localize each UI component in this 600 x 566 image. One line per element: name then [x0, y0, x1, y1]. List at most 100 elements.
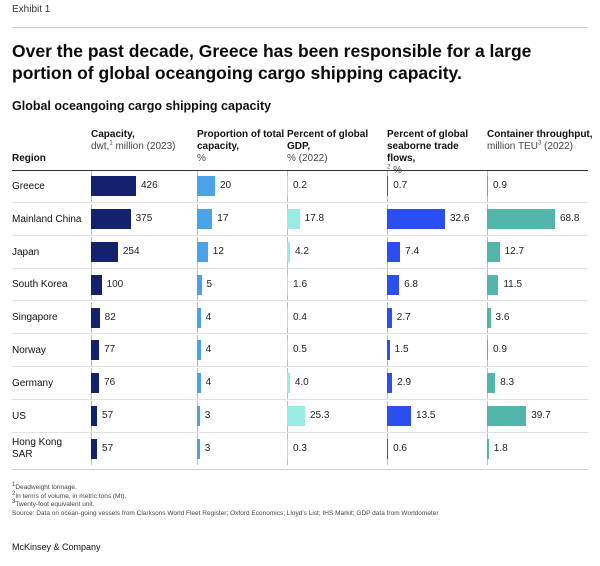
- bar-proportion: [197, 209, 213, 230]
- row-divider: [12, 300, 588, 302]
- footnote-ref: 1: [109, 140, 113, 147]
- bar-gdp: [287, 405, 305, 426]
- value-label-capacity: 57: [102, 442, 114, 454]
- bar-capacity: [91, 307, 100, 328]
- bar-capacity: [91, 438, 98, 459]
- value-label-proportion: 12: [212, 245, 224, 257]
- column-header-throughput: Container throughput, million TEU3 (2022): [487, 129, 593, 153]
- table-row: South Korea 100 5 1.6 6.8 11.5: [12, 269, 588, 302]
- column-header-capacity: Capacity, dwt,1 million (2023): [91, 129, 195, 153]
- footnote-1: 1Deadweight tonnage.: [12, 481, 77, 491]
- value-label-gdp: 17.8: [304, 213, 325, 225]
- value-label-capacity: 82: [104, 311, 116, 323]
- exhibit-label: Exhibit 1: [12, 4, 51, 15]
- value-label-trade: 32.6: [450, 213, 470, 225]
- value-label-throughput: 12.7: [504, 245, 525, 257]
- bar-proportion: [197, 438, 200, 459]
- bar-proportion: [197, 176, 215, 197]
- value-label-throughput: 39.7: [531, 409, 551, 421]
- row-divider: [12, 267, 588, 269]
- table-row: Mainland China 375 17 17.8 32.6 68.8: [12, 203, 588, 236]
- region-label: Hong Kong SAR: [12, 437, 63, 461]
- bar-capacity: [91, 405, 98, 426]
- value-label-gdp: 0.4: [293, 311, 307, 323]
- value-label-proportion: 17: [217, 213, 229, 225]
- value-label-gdp: 1.6: [293, 278, 308, 290]
- value-label-proportion: 3: [204, 442, 211, 454]
- region-label: Greece: [12, 181, 45, 192]
- column-header-proportion: Proportion of total capacity,%: [197, 129, 287, 165]
- bottom-divider: [12, 469, 588, 470]
- value-label-capacity: 254: [122, 245, 140, 257]
- header-rule: [12, 170, 588, 171]
- column-title: Percent of global GDP,: [287, 129, 369, 152]
- footnote-2: 2In terms of volume, in metric tons (Mt)…: [12, 490, 127, 500]
- headline: Over the past decade, Greece has been re…: [12, 41, 532, 83]
- value-label-proportion: 4: [205, 311, 212, 323]
- bar-trade: [387, 373, 393, 394]
- bar-gdp: [287, 307, 288, 328]
- table-row: Greece 426 20 0.2 0.7 0.9: [12, 171, 588, 203]
- value-label-trade: 13.5: [416, 409, 436, 421]
- bar-trade: [387, 176, 389, 197]
- value-label-capacity: 76: [104, 377, 116, 389]
- value-label-throughput: 0.9: [493, 344, 507, 356]
- column-title: Container throughput,: [487, 129, 593, 140]
- bar-capacity: [91, 176, 136, 197]
- brand-name: McKinsey & Company: [12, 542, 101, 552]
- value-label-throughput: 68.8: [560, 213, 580, 225]
- bar-proportion: [197, 307, 201, 328]
- bar-throughput: [487, 274, 499, 295]
- bar-throughput: [487, 373, 496, 394]
- value-label-gdp: 0.3: [293, 442, 307, 454]
- bar-proportion: [197, 373, 201, 394]
- bar-capacity: [91, 373, 100, 394]
- region-label: US: [12, 410, 26, 422]
- row-divider: [12, 366, 588, 367]
- bar-throughput: [487, 307, 491, 328]
- row-divider: [12, 333, 588, 335]
- table-row: Hong Kong SAR 57 3 0.3 0.6 1.8: [12, 433, 588, 466]
- value-label-proportion: 4: [205, 344, 212, 356]
- bar-gdp: [287, 373, 290, 394]
- column-unit: %: [197, 153, 206, 164]
- value-label-capacity: 426: [141, 180, 158, 192]
- table-row: Japan 254 12 4.2 7.4 12.7: [12, 236, 588, 269]
- bar-capacity: [91, 241, 118, 262]
- region-label: Singapore: [12, 312, 58, 324]
- value-label-capacity: 100: [106, 278, 124, 290]
- bar-throughput: [487, 438, 489, 459]
- bar-capacity: [91, 340, 100, 361]
- value-label-throughput: 1.8: [493, 442, 508, 454]
- bar-throughput: [487, 209, 555, 230]
- region-column-header: Region: [12, 153, 46, 164]
- value-label-capacity: 77: [104, 344, 116, 356]
- bar-gdp: [287, 274, 289, 295]
- bar-capacity: [91, 274, 102, 295]
- value-label-trade: 0.6: [393, 442, 407, 454]
- value-label-capacity: 375: [135, 213, 153, 225]
- value-label-proportion: 3: [204, 409, 211, 421]
- bar-gdp: [287, 438, 288, 459]
- table-row: Germany 76 4 4.0 2.9 8.3: [12, 367, 588, 400]
- row-divider: [12, 431, 588, 433]
- column-unit: dwt,1 million (2023): [91, 140, 176, 152]
- bar-gdp: [287, 176, 288, 197]
- row-divider: [12, 202, 588, 203]
- value-label-throughput: 0.9: [493, 180, 507, 192]
- bar-trade: [387, 307, 392, 328]
- value-label-trade: 0.7: [393, 180, 408, 192]
- value-label-trade: 7.4: [405, 245, 420, 257]
- column-unit: % (2022): [287, 153, 328, 164]
- bar-throughput: [487, 241, 500, 262]
- value-label-gdp: 4.2: [294, 245, 309, 257]
- value-label-trade: 2.9: [397, 377, 412, 389]
- value-label-trade: 2.7: [396, 311, 411, 323]
- table-row: Singapore 82 4 0.4 2.7 3.6: [12, 302, 588, 335]
- region-label: Norway: [12, 345, 46, 356]
- footnotes: 1Deadweight tonnage. 2In terms of volume…: [12, 481, 439, 518]
- value-label-throughput: 3.6: [495, 311, 510, 323]
- value-label-gdp: 0.5: [293, 344, 307, 356]
- region-label: Germany: [12, 377, 54, 389]
- bar-proportion: [197, 274, 202, 295]
